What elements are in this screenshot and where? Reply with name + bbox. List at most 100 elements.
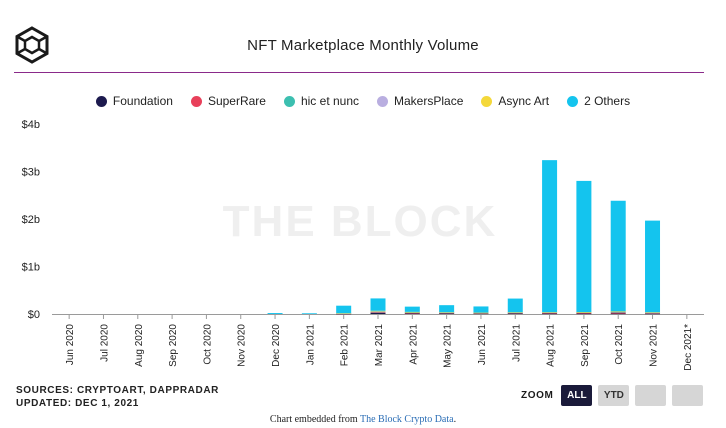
bar-segment [645, 313, 661, 315]
header-divider [14, 72, 704, 73]
bar-segment [610, 200, 626, 312]
bar-segment [610, 312, 626, 314]
watermark-text: THE BLOCK [223, 197, 498, 246]
bar-segment [610, 311, 626, 313]
legend-label: MakersPlace [394, 94, 464, 108]
x-tick-label: Nov 2020 [237, 324, 248, 367]
legend-label: Async Art [498, 94, 550, 108]
bar-segment [473, 306, 489, 313]
x-tick-label: Aug 2020 [134, 324, 145, 367]
bar-segment [507, 312, 523, 314]
embed-credit: Chart embedded from The Block Crypto Dat… [0, 414, 726, 425]
x-tick-label: Jun 2021 [477, 324, 488, 366]
bar-segment [542, 160, 558, 313]
bar-segment [439, 312, 455, 313]
bar-segment [404, 311, 420, 313]
legend-label: Foundation [112, 94, 173, 108]
bar-segment [439, 313, 455, 315]
zoom-label: ZOOM [521, 390, 554, 401]
sources-text: SOURCES: CRYPTOART, DAPPRADAR [16, 385, 219, 396]
x-tick-label: Jul 2021 [511, 324, 522, 362]
x-tick-label: Oct 2021 [614, 324, 625, 365]
bar-segment [370, 310, 386, 312]
x-tick-label: Dec 2020 [271, 324, 282, 367]
the-block-cube-icon [15, 26, 49, 64]
legend-swatch [567, 95, 579, 107]
bar-segment [610, 313, 626, 315]
y-tick-label: $1b [22, 262, 40, 274]
bar-segment [576, 312, 592, 313]
bar-chart: THE BLOCK $0 $1b $2b $3b $4b Jun 2020 Jul 2020 A… [22, 119, 704, 371]
legend-item[interactable]: hic et nunc [283, 94, 360, 108]
legend-item[interactable]: SuperRare [190, 94, 266, 108]
bar-segment [645, 313, 661, 314]
bar-segment [439, 312, 455, 314]
bar-segment [404, 306, 420, 312]
bar-segment [610, 311, 626, 313]
chart-legend: Foundation SuperRare hic et nunc MakersPlac… [0, 94, 726, 108]
bar-segment [370, 312, 386, 313]
bar-segment [336, 305, 352, 314]
bar-segment [542, 313, 558, 315]
zoom-all-button[interactable]: ALL [561, 385, 593, 406]
bar-segment [507, 298, 523, 313]
legend-label: SuperRare [207, 94, 266, 108]
x-tick-label: May 2021 [443, 324, 454, 368]
bar-segment [576, 313, 592, 315]
y-tick-label: $3b [22, 167, 40, 179]
bar-segment [645, 312, 661, 313]
bar-segment [404, 312, 420, 313]
x-tick-label: Apr 2021 [408, 324, 419, 365]
x-tick-label: Feb 2021 [340, 324, 351, 367]
updated-text: UPDATED: DEC 1, 2021 [16, 398, 139, 409]
x-tick-label: Nov 2021 [649, 324, 660, 367]
bar-segment [404, 312, 420, 314]
embed-suffix: . [453, 414, 457, 425]
bar-segment [301, 313, 317, 314]
bar-segment [439, 305, 455, 313]
bar-segment [267, 313, 283, 314]
bar-segment [542, 312, 558, 314]
x-tick-label: Jan 2021 [305, 324, 316, 366]
bar-segment [473, 312, 489, 314]
legend-item[interactable]: Foundation [95, 94, 173, 108]
zoom-ytd-button[interactable]: YTD [598, 385, 630, 406]
bar-segment [370, 298, 386, 311]
bar-segment [507, 313, 523, 315]
x-tick-label: Dec 2021* [683, 324, 694, 371]
x-tick-label: Aug 2021 [546, 324, 557, 367]
x-tick-label: Mar 2021 [374, 324, 385, 367]
x-tick-label: Oct 2020 [202, 324, 213, 365]
legend-swatch [95, 95, 107, 107]
legend-item[interactable]: 2 Others [567, 94, 630, 108]
legend-item[interactable]: MakersPlace [377, 94, 463, 108]
bar-segment [370, 312, 386, 314]
zoom-controls: ZOOM ALL YTD [521, 385, 704, 406]
y-tick-label: $0 [28, 309, 40, 321]
y-tick-label: $2b [22, 214, 40, 226]
x-tick-label: Sep 2020 [168, 324, 179, 367]
chart-sources: SOURCES: CRYPTOART, DAPPRADAR UPDATED: D… [16, 384, 219, 410]
y-tick-label: $4b [22, 119, 40, 131]
bar-segment [576, 180, 592, 313]
legend-swatch [190, 95, 202, 107]
bar-segment [542, 312, 558, 313]
bar-segment [507, 312, 523, 313]
legend-swatch [377, 95, 389, 107]
embed-link[interactable]: The Block Crypto Data [359, 414, 454, 425]
zoom-blank-button-2[interactable] [672, 385, 704, 406]
x-tick-label: Jun 2020 [65, 324, 76, 366]
x-tick-label: Jul 2020 [99, 324, 110, 362]
legend-label: 2 Others [584, 94, 631, 108]
bar-segment [576, 312, 592, 314]
bar-segment [370, 311, 386, 313]
zoom-blank-button-1[interactable] [635, 385, 667, 406]
bar-segment [473, 313, 489, 315]
bar-segment [645, 220, 661, 313]
legend-swatch [481, 95, 493, 107]
legend-swatch [283, 95, 295, 107]
legend-item[interactable]: Async Art [481, 94, 549, 108]
x-tick-label: Sep 2021 [580, 324, 591, 367]
legend-label: hic et nunc [300, 94, 360, 108]
chart-header: NFT Marketplace Monthly Volume [0, 0, 726, 74]
